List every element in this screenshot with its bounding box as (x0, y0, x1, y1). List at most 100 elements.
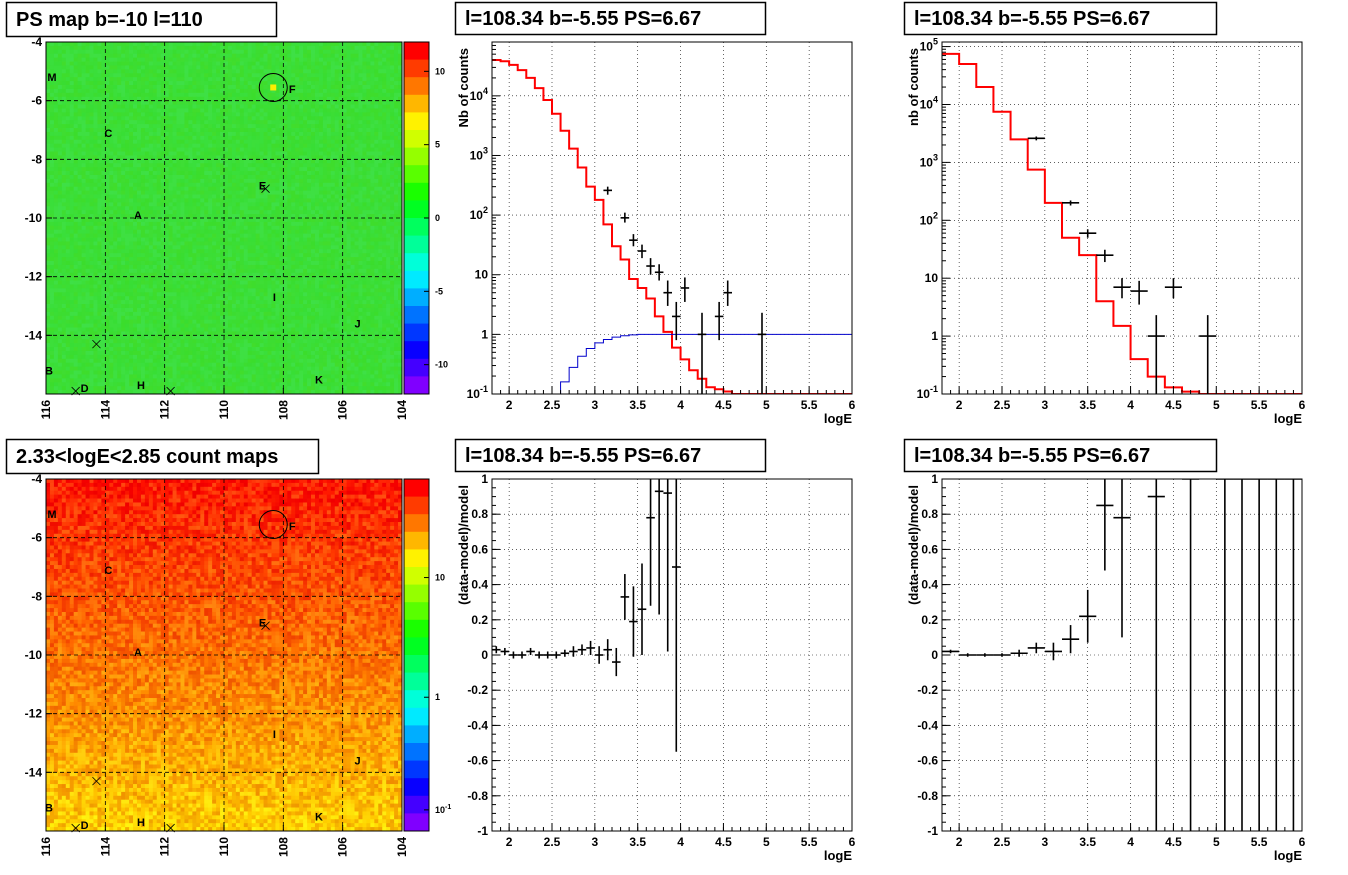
heatmap-cell (93, 77, 98, 82)
heatmap-cell (287, 139, 292, 145)
heatmap-cell (251, 198, 257, 203)
heatmap-cell (105, 198, 110, 203)
heatmap-cell (386, 190, 391, 195)
heatmap-cell (117, 120, 122, 125)
heatmap-cell (299, 245, 304, 250)
heatmap-cell (299, 49, 304, 55)
heatmap-cell (53, 182, 59, 188)
heatmap-cell (168, 69, 173, 74)
heatmap-cell (93, 73, 98, 78)
heatmap-cell (65, 116, 71, 121)
heatmap-cell (148, 206, 154, 211)
heatmap-cell (113, 245, 118, 250)
heatmap-cell (172, 108, 177, 113)
heatmap-cell (275, 194, 280, 199)
heatmap-cell (93, 53, 98, 59)
heatmap-cell (200, 186, 205, 192)
heatmap-cell (227, 88, 233, 94)
heatmap-cell (109, 190, 114, 195)
heatmap-cell (326, 131, 332, 137)
heatmap-cell (105, 96, 110, 102)
heatmap-cell (303, 163, 308, 168)
heatmap-cell (117, 69, 122, 74)
heatmap-cell (144, 92, 150, 98)
heatmap-cell (204, 88, 209, 94)
heatmap-cell (346, 45, 351, 51)
heatmap-cell (97, 257, 102, 262)
heatmap-cell (318, 131, 324, 137)
heatmap-cell (105, 92, 110, 98)
heatmap-cell (172, 81, 177, 86)
heatmap-cell (148, 81, 154, 86)
heatmap-cell (144, 155, 150, 160)
heatmap-cell (307, 245, 312, 250)
heatmap-cell (267, 81, 272, 86)
heatmap-cell (129, 202, 134, 207)
heatmap-cell (192, 155, 197, 160)
heatmap-cell (49, 202, 55, 207)
heatmap-cell (287, 214, 292, 219)
heatmap-cell (224, 108, 229, 113)
heatmap-cell (212, 131, 217, 137)
heatmap-cell (366, 42, 371, 47)
heatmap-cell (382, 45, 387, 51)
heatmap-cell (227, 73, 233, 78)
heatmap-cell (136, 108, 142, 113)
heatmap-cell (200, 218, 205, 223)
heatmap-cell (267, 88, 272, 94)
heatmap-cell (196, 116, 201, 121)
heatmap-cell (255, 49, 260, 55)
heatmap-cell (113, 171, 118, 176)
heatmap-cell (85, 100, 90, 105)
heatmap-cell (105, 53, 110, 59)
heatmap-cell (216, 159, 221, 164)
heatmap-cell (93, 194, 98, 199)
heatmap-cell (160, 163, 166, 168)
heatmap-cell (283, 194, 288, 199)
heatmap-cell (105, 104, 110, 109)
heatmap-cell (318, 135, 324, 141)
heatmap-cell (263, 104, 268, 109)
heatmap-cell (374, 229, 379, 235)
heatmap-cell (121, 69, 126, 74)
heatmap-cell (255, 151, 260, 156)
heatmap-cell (220, 229, 225, 235)
heatmap-cell (350, 45, 355, 51)
heatmap-cell (192, 241, 197, 246)
heatmap-cell (267, 100, 272, 105)
heatmap-cell (263, 116, 268, 121)
heatmap-cell (295, 249, 300, 254)
heatmap-cell (46, 128, 51, 133)
heatmap-cell (279, 139, 284, 145)
heatmap-cell (287, 104, 292, 109)
heatmap-cell (109, 171, 114, 176)
heatmap-cell (334, 249, 340, 254)
heatmap-cell (350, 57, 355, 62)
heatmap-cell (271, 100, 276, 105)
heatmap-cell (227, 108, 233, 113)
heatmap-cell (366, 77, 371, 82)
heatmap-cell (239, 139, 245, 145)
heatmap-cell (314, 135, 320, 141)
heatmap-cell (109, 151, 114, 156)
heatmap-cell (287, 167, 292, 172)
heatmap-cell (49, 139, 55, 145)
heatmap-cell (267, 198, 272, 203)
heatmap-cell (212, 77, 217, 82)
heatmap-cell (271, 178, 276, 184)
heatmap-cell (279, 73, 284, 78)
heatmap-cell (334, 241, 340, 246)
heatmap-cell (73, 104, 79, 109)
heatmap-cell (200, 206, 205, 211)
heatmap-cell (204, 229, 209, 235)
heatmap-cell (180, 53, 185, 59)
heatmap-cell (46, 249, 51, 254)
heatmap-cell (148, 42, 154, 47)
heatmap-cell (176, 225, 181, 231)
heatmap-cell (287, 73, 292, 78)
heatmap-cell (77, 186, 82, 192)
heatmap-cell (394, 124, 399, 129)
heatmap-cell (239, 253, 245, 258)
heatmap-cell (101, 190, 106, 195)
heatmap-cell (136, 198, 142, 203)
